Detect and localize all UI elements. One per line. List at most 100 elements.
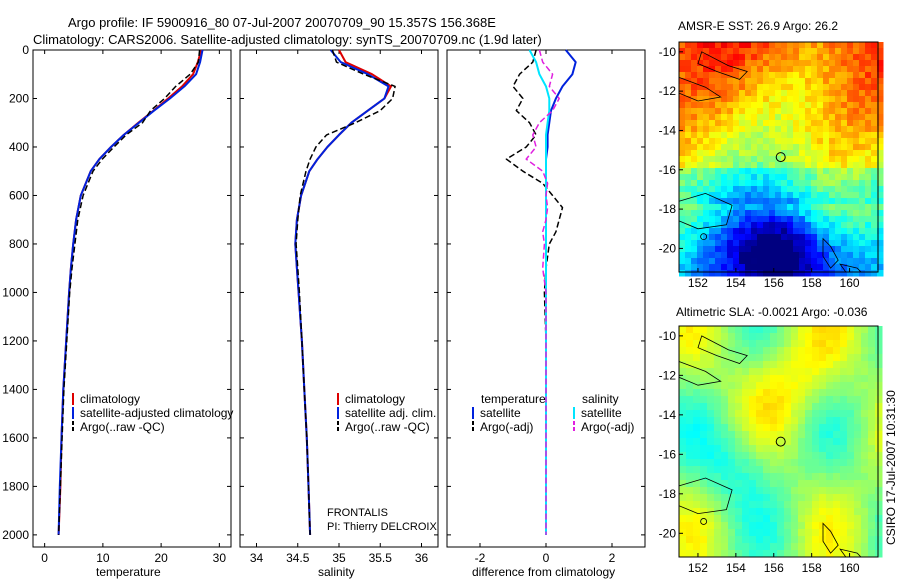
map-sst-cell-506: [859, 126, 866, 133]
map-sst-cell-1260: [691, 264, 698, 271]
legend-label-satellite: satellite adj. clim.: [345, 406, 436, 420]
map-sst-cell-1215: [829, 252, 836, 259]
map-sst-cell-178: [727, 72, 734, 79]
map-sla-cell-590: [749, 466, 757, 474]
map-sst-cell-782: [679, 180, 686, 187]
map-sst-cell-1059: [709, 228, 716, 235]
map-sst-cell-1229: [709, 258, 716, 265]
map-sla-cell-451: [791, 431, 799, 439]
map-sst-cell-146: [739, 66, 746, 73]
map-sla-cell-773: [812, 508, 820, 516]
map-sst-cell-880: [859, 192, 866, 199]
map-sst-cell-898: [763, 198, 770, 205]
map-sla-cell-25: [854, 326, 862, 334]
map-sst-cell-120: [787, 60, 794, 67]
map-sla-cell-441: [721, 431, 729, 439]
map-sst-cell-564: [799, 138, 806, 145]
map-sst-cell-144: [727, 66, 734, 73]
map-sst-cell-760: [751, 174, 758, 181]
map-sla-cell-586: [721, 466, 729, 474]
map-sst-cell-1235: [745, 258, 752, 265]
map-sst-cell-1183: [841, 246, 848, 253]
map-sla-cell-531: [742, 452, 750, 460]
map-sst-cell-1114: [835, 234, 842, 241]
map-sla-cell-567: [791, 459, 799, 467]
map-sst-cell-1309: [781, 270, 788, 277]
map-sst-cell-254: [775, 84, 782, 91]
legend-label-argo: Argo(..raw -QC): [345, 420, 430, 434]
map-sla-cell-42: [770, 333, 778, 341]
map-sla-cell-397: [819, 417, 827, 425]
map-sst-cell-510: [679, 132, 686, 139]
map-sst-cell-137: [685, 66, 692, 73]
map-sla-cell-498: [714, 445, 722, 453]
map-sst-cell-284: [751, 90, 758, 97]
map-sla-cell-303: [770, 396, 778, 404]
map-sst-cell-1007: [805, 216, 812, 223]
map-sla-cell-294: [707, 396, 715, 404]
map-sst-cell-51: [781, 48, 788, 55]
map-sst-cell-297: [829, 90, 836, 97]
map-sla-cell-265: [707, 389, 715, 397]
map-sla-cell-28: [875, 326, 883, 334]
map-sst-cell-1131: [733, 240, 740, 247]
series-difference-2: [528, 49, 551, 535]
depth-tick-label-5: 1000: [2, 285, 29, 299]
map-sst-cell-831: [769, 186, 776, 193]
map-sla-cell-403: [861, 417, 869, 425]
map-sla-cell-910: [756, 543, 764, 551]
map-sst-cell-1003: [781, 216, 788, 223]
map-sst-cell-551: [721, 138, 728, 145]
map-sla-cell-508: [784, 445, 792, 453]
map-sla-cell-858: [798, 529, 806, 537]
map-sla-cell-350: [693, 410, 701, 418]
map-sst-cell-701: [805, 162, 812, 169]
map-sla-cell-627: [805, 473, 813, 481]
map-sst-cell-1318: [835, 270, 842, 277]
map-sla-cell-295: [714, 396, 722, 404]
map-sst-cell-1233: [733, 258, 740, 265]
map-sst-cell-606: [847, 144, 854, 151]
map-sla-cell-178: [707, 368, 715, 376]
map-sla-cell-184: [749, 368, 757, 376]
map-sst-y-tick-label-1: -12: [659, 84, 677, 98]
map-sst-cell-102: [679, 60, 686, 67]
map-sst-y-tick-label-0: -10: [659, 45, 677, 59]
map-sla-cell-347: [875, 403, 883, 411]
map-sla-cell-768: [777, 508, 785, 516]
map-sst-cell-1246: [811, 258, 818, 265]
map-sla-cell-899: [679, 543, 687, 551]
map-sst-cell-149: [757, 66, 764, 73]
map-sla-cell-675: [735, 487, 743, 495]
map-sst-cell-100: [871, 54, 878, 61]
map-sla-cell-683: [791, 487, 799, 495]
map-sla-cell-158: [770, 361, 778, 369]
map-sla-cell-746: [826, 501, 834, 509]
map-sst-cell-1222: [871, 252, 878, 259]
map-sst-cell-1072: [787, 228, 794, 235]
map-sst-cell-482: [715, 126, 722, 133]
map-sla-cell-552: [686, 459, 694, 467]
map-sla-cell-641: [700, 480, 708, 488]
map-sst-cell-432: [823, 114, 830, 121]
map-sla-cell-869: [875, 529, 883, 537]
map-sla-cell-233: [686, 382, 694, 390]
map-sst-cell-488: [751, 126, 758, 133]
map-sla-cell-937: [742, 550, 750, 558]
map-sla-cell-361: [770, 410, 778, 418]
map-sla-cell-743: [805, 501, 813, 509]
map-sla-cell-323: [707, 403, 715, 411]
map-sst-cell-290: [787, 90, 794, 97]
map-sst-cell-25: [829, 42, 836, 49]
map-sla-cell-782: [875, 508, 883, 516]
map-sla-cell-409: [700, 424, 708, 432]
map-sst-cell-586: [727, 144, 734, 151]
map-sst-cell-680: [679, 162, 686, 169]
map-sst-cell-80: [751, 54, 758, 61]
map-sst-cell-356: [775, 102, 782, 109]
map-sla-cell-192: [805, 368, 813, 376]
map-sst-cell-842: [835, 186, 842, 193]
map-sst-x-tick-label-3: 158: [802, 276, 822, 290]
map-sst-cell-28: [847, 42, 854, 49]
